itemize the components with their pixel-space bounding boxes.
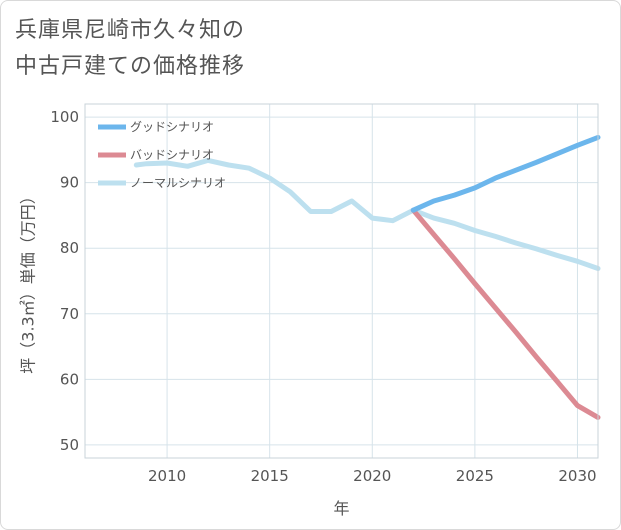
x-tick-label: 2025 (456, 467, 494, 485)
y-tick-label: 80 (60, 239, 79, 257)
x-tick-label: 2030 (558, 467, 596, 485)
series-layer (133, 134, 601, 420)
x-tick-label: 2010 (148, 467, 186, 485)
chart-title: 兵庫県尼崎市久々知の 中古戸建ての価格推移 (15, 13, 435, 85)
y-tick-label: 90 (60, 174, 79, 192)
y-tick-label: 60 (60, 370, 79, 388)
y-tick-label: 50 (60, 436, 79, 454)
y-tick-label: 100 (50, 108, 79, 126)
title-line-2: 中古戸建ての価格推移 (15, 54, 246, 79)
series-line (410, 207, 601, 420)
y-axis-title: 坪（3.3㎡）単価（万円） (19, 188, 38, 373)
tick-labels: 2010 2015 2020 2025 2030 50 60 70 80 90 100 (50, 108, 596, 485)
series-line (410, 134, 601, 213)
legend-label: ノーマルシナリオ (130, 176, 226, 190)
plot-frame (84, 103, 599, 459)
legend-label: グッドシナリオ (130, 120, 214, 134)
grid (85, 104, 598, 458)
x-tick-label: 2015 (251, 467, 289, 485)
x-tick-label: 2020 (353, 467, 391, 485)
series-line (133, 157, 601, 271)
title-line-1: 兵庫県尼崎市久々知の (15, 18, 246, 43)
x-axis-title: 年 (333, 499, 349, 518)
y-tick-label: 70 (60, 305, 79, 323)
legend-label: バッドシナリオ (130, 148, 214, 162)
